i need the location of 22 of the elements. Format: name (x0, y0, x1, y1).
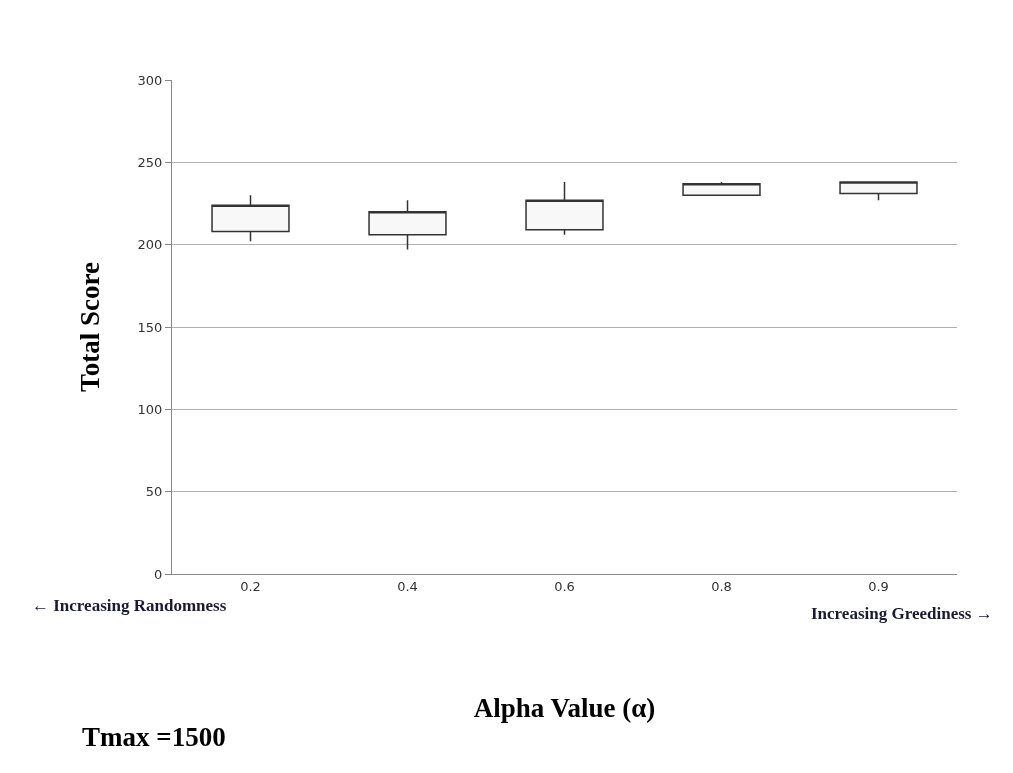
y-tick-label: 0 (154, 566, 163, 582)
candlestick (525, 181, 604, 236)
y-axis-title: Total Score (74, 262, 105, 392)
text: Increasing Greediness → (811, 604, 993, 623)
y-tick-label: 50 (145, 484, 163, 500)
x-axis-title: Alpha Value (α) (473, 693, 656, 723)
y-tick-label: 300 (137, 72, 163, 88)
y-tick-label: 250 (137, 154, 163, 170)
candlestick (682, 181, 761, 197)
candlestick (211, 194, 290, 243)
text: Tmax =1500 (82, 722, 226, 752)
x-tick-label: 0.2 (240, 578, 261, 594)
text: ← Increasing Randomness (32, 596, 227, 615)
x-tick-label: 0.9 (868, 578, 889, 594)
y-tick-label: 100 (137, 401, 163, 417)
candlestick (839, 181, 918, 201)
y-tick-label: 200 (137, 237, 163, 253)
x-tick-label: 0.6 (554, 578, 575, 594)
x-tick-label: 0.8 (711, 578, 732, 594)
x-tick-label: 0.4 (397, 578, 418, 594)
candlestick (368, 199, 447, 251)
y-tick-label: 150 (137, 319, 163, 335)
